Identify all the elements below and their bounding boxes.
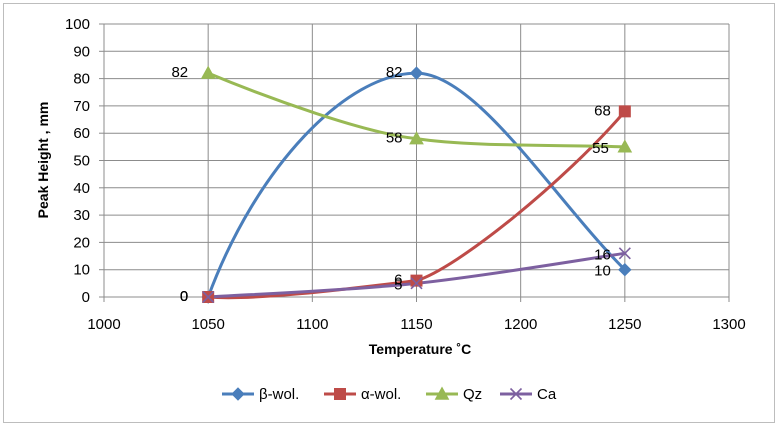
x-marker-stroke (202, 290, 215, 304)
y-axis-title: Peak Height , mm (35, 102, 51, 219)
series-3-point (409, 131, 424, 145)
series-2-data-label: 68 (594, 102, 611, 119)
series-4-point (410, 277, 423, 290)
gridlines (104, 23, 730, 297)
x-tick-label: 1300 (712, 316, 745, 333)
series-1-point (618, 262, 632, 277)
series-markers (200, 65, 633, 304)
x-marker-stroke (410, 277, 423, 290)
x-axis-title: Temperature ˚C (369, 341, 471, 357)
series-1-data-label: 82 (386, 64, 403, 81)
x-marker-stroke (509, 387, 523, 401)
y-tick-label: 30 (73, 207, 90, 224)
y-tick-label: 50 (73, 153, 90, 170)
series-2-data-label: 6 (394, 272, 402, 289)
x-tick-label: 1000 (87, 316, 120, 333)
legend-label-2: α-wol. (361, 386, 401, 403)
series-3-point (200, 65, 216, 79)
series-4-data-label: 0 (180, 288, 188, 305)
y-tick-label: 70 (73, 98, 90, 115)
x-tick-label: 1250 (608, 316, 641, 333)
chart-frame (3, 3, 775, 423)
y-tick-label: 60 (73, 125, 90, 142)
series-1-data-label: 10 (594, 263, 611, 280)
series-4-data-label: 16 (594, 246, 611, 263)
legend: β-wol. α-wol. Qz Ca (222, 386, 557, 403)
series-2-point (410, 274, 423, 287)
series-2-point (618, 105, 631, 118)
y-tick-label: 90 (73, 43, 90, 60)
series-4-data-label: 5 (394, 276, 402, 293)
y-tick-label: 100 (65, 16, 90, 33)
x-tick-label: 1150 (400, 316, 432, 333)
y-tick-label: 40 (73, 180, 90, 197)
y-tick-label: 0 (82, 289, 90, 306)
y-tick-label: 10 (73, 262, 90, 279)
legend-label-3: Qz (463, 386, 482, 403)
legend-marker-2 (334, 388, 346, 400)
series-3-data-label: 58 (386, 130, 403, 147)
x-tick-label: 1100 (296, 316, 328, 333)
legend-label-1: β-wol. (259, 386, 299, 403)
legend-marker-1 (231, 387, 245, 401)
x-tick-label: 1200 (504, 316, 537, 333)
series-1-point (409, 66, 424, 80)
series-3-data-label: 55 (592, 140, 609, 157)
series-4-point (202, 290, 215, 304)
series-3-data-label: 82 (171, 64, 188, 81)
y-tick-label: 80 (73, 71, 90, 88)
series-4-point (618, 247, 631, 260)
x-marker-stroke (618, 247, 631, 260)
y-tick-label: 20 (73, 234, 90, 251)
x-tick-label: 1050 (191, 316, 224, 333)
legend-marker-3 (434, 386, 450, 400)
legend-marker-4 (509, 387, 523, 401)
series-3-point (617, 139, 633, 153)
legend-label-4: Ca (537, 386, 557, 403)
series-1-data-label: 0 (180, 288, 188, 305)
series-2-data-label: 0 (180, 288, 188, 305)
